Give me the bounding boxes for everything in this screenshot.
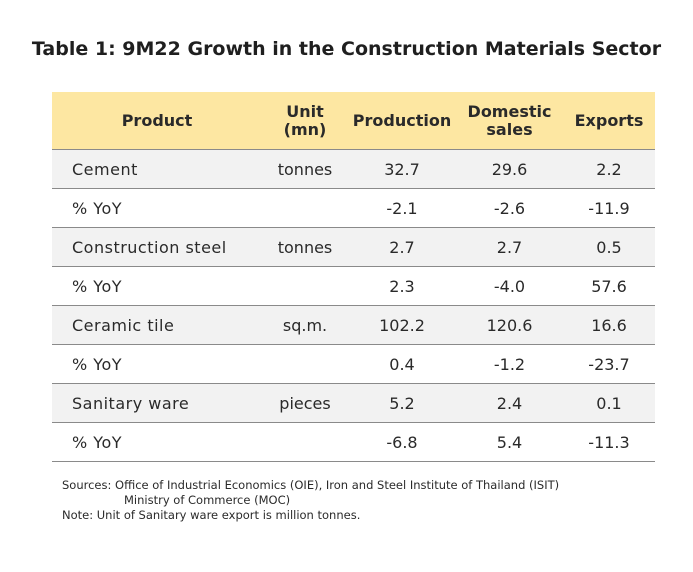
- sources-line: Sources: Office of Industrial Economics …: [62, 478, 560, 492]
- table-row: % YoY -2.1 -2.6 -11.9: [52, 188, 655, 228]
- cell-domestic: -1.2: [456, 344, 563, 384]
- header-production: Production: [348, 92, 456, 150]
- cell-production: 2.7: [348, 227, 456, 267]
- cell-production: 32.7: [348, 149, 456, 189]
- cell-production: -2.1: [348, 188, 456, 228]
- header-unit-line1: Unit: [286, 101, 324, 121]
- cell-domestic: -2.6: [456, 188, 563, 228]
- cell-exports: -11.3: [563, 422, 655, 462]
- header-domestic-line1: Domestic: [467, 101, 552, 121]
- cell-product: % YoY: [52, 344, 262, 384]
- cell-domestic: 2.4: [456, 383, 563, 423]
- cell-unit: [262, 422, 348, 462]
- cell-unit: tonnes: [262, 227, 348, 267]
- table-notes: Sources: Office of Industrial Economics …: [62, 478, 559, 523]
- table-row: % YoY 0.4 -1.2 -23.7: [52, 344, 655, 384]
- header-domestic-sales: Domestic sales: [456, 92, 563, 150]
- cell-production: -6.8: [348, 422, 456, 462]
- cell-exports: -11.9: [563, 188, 655, 228]
- cell-unit: tonnes: [262, 149, 348, 189]
- cell-unit: pieces: [262, 383, 348, 423]
- cell-production: 5.2: [348, 383, 456, 423]
- table-row: Cement tonnes 32.7 29.6 2.2: [52, 149, 655, 189]
- note-line: Note: Unit of Sanitary ware export is mi…: [62, 508, 361, 522]
- growth-table: Product Unit (mn) Production Domestic sa…: [52, 92, 655, 462]
- sources-line-continued: Ministry of Commerce (MOC): [124, 493, 291, 507]
- cell-product: % YoY: [52, 422, 262, 462]
- cell-domestic: 5.4: [456, 422, 563, 462]
- cell-domestic: -4.0: [456, 266, 563, 306]
- cell-product: Construction steel: [52, 227, 262, 267]
- header-unit-line2: (mn): [283, 119, 327, 139]
- cell-production: 102.2: [348, 305, 456, 345]
- table-title: Table 1: 9M22 Growth in the Construction…: [31, 38, 662, 60]
- cell-exports: 2.2: [563, 149, 655, 189]
- cell-unit: [262, 266, 348, 306]
- cell-domestic: 120.6: [456, 305, 563, 345]
- cell-production: 2.3: [348, 266, 456, 306]
- cell-exports: 0.5: [563, 227, 655, 267]
- cell-exports: 16.6: [563, 305, 655, 345]
- cell-exports: 0.1: [563, 383, 655, 423]
- cell-unit: [262, 344, 348, 384]
- table-row: Sanitary ware pieces 5.2 2.4 0.1: [52, 383, 655, 423]
- table-row: % YoY -6.8 5.4 -11.3: [52, 422, 655, 462]
- header-product: Product: [52, 92, 262, 150]
- cell-product: Ceramic tile: [52, 305, 262, 345]
- header-domestic-line2: sales: [486, 119, 533, 139]
- cell-product: % YoY: [52, 188, 262, 228]
- table-row: Construction steel tonnes 2.7 2.7 0.5: [52, 227, 655, 267]
- cell-domestic: 29.6: [456, 149, 563, 189]
- cell-exports: -23.7: [563, 344, 655, 384]
- table-row: % YoY 2.3 -4.0 57.6: [52, 266, 655, 306]
- table-row: Ceramic tile sq.m. 102.2 120.6 16.6: [52, 305, 655, 345]
- header-unit: Unit (mn): [262, 92, 348, 150]
- cell-product: % YoY: [52, 266, 262, 306]
- cell-product: Sanitary ware: [52, 383, 262, 423]
- cell-production: 0.4: [348, 344, 456, 384]
- header-exports: Exports: [563, 92, 655, 150]
- table-header-row: Product Unit (mn) Production Domestic sa…: [52, 92, 655, 150]
- cell-unit: sq.m.: [262, 305, 348, 345]
- cell-product: Cement: [52, 149, 262, 189]
- cell-domestic: 2.7: [456, 227, 563, 267]
- cell-exports: 57.6: [563, 266, 655, 306]
- cell-unit: [262, 188, 348, 228]
